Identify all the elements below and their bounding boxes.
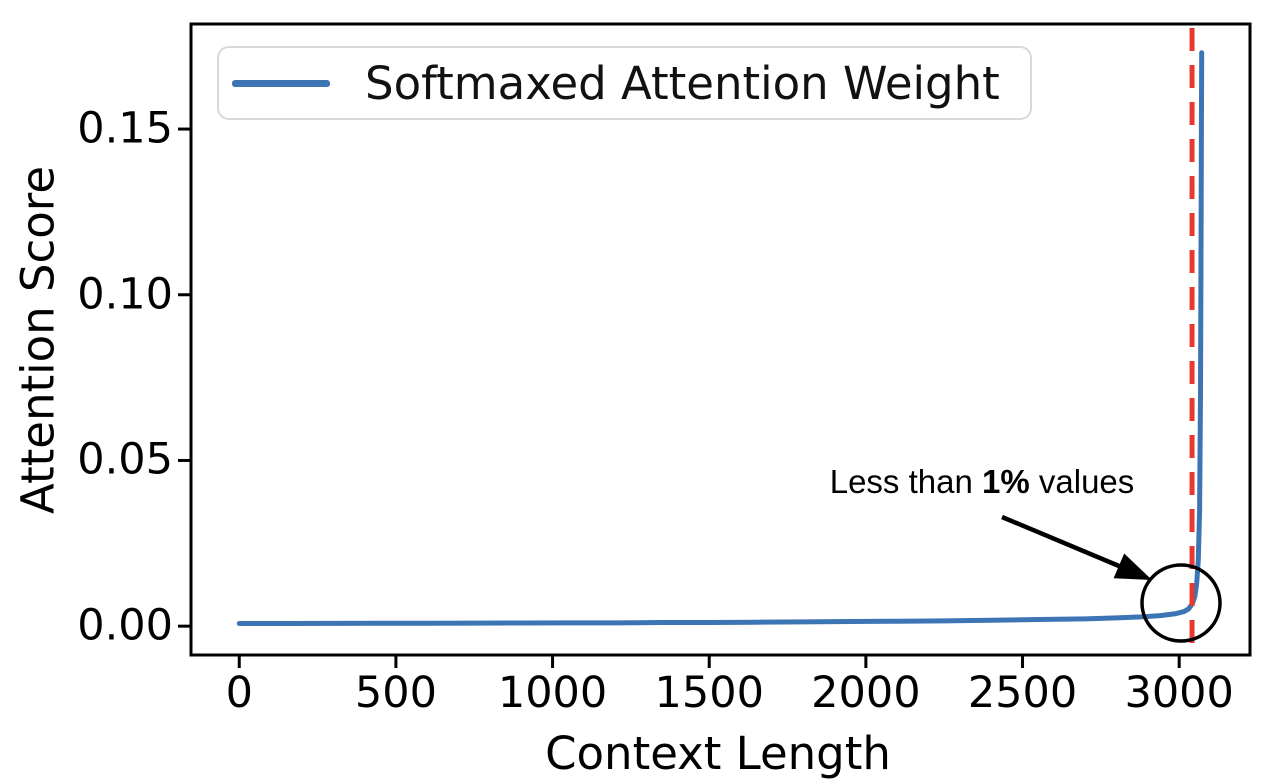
annotation-bold-value: 1% (982, 463, 1030, 500)
y-tick-label: 0.00 (77, 600, 173, 651)
x-tick-label: 2000 (811, 668, 921, 718)
x-tick-label: 3000 (1124, 668, 1234, 718)
x-tick-label: 500 (354, 668, 437, 718)
x-axis-title: Context Length (545, 727, 891, 780)
y-axis-title: Attention Score (11, 165, 65, 515)
legend: Softmaxed Attention Weight (217, 46, 1032, 120)
legend-label: Softmaxed Attention Weight (365, 56, 1000, 110)
annotation-circle (1140, 563, 1222, 643)
y-tick-label: 0.05 (77, 434, 173, 485)
y-tick-label: 0.15 (77, 103, 173, 154)
annotation-suffix: values (1029, 463, 1135, 500)
annotation-prefix: Less than (829, 463, 983, 500)
annotation-arrow-head (1113, 553, 1152, 580)
x-tick-label: 0 (225, 668, 253, 718)
x-tick-label: 2500 (967, 668, 1078, 718)
annotation-text: Less than 1% values (829, 463, 1135, 500)
axes-spines (189, 22, 1252, 657)
x-tick-label: 1000 (497, 668, 608, 718)
y-tick-label: 0.10 (77, 269, 173, 320)
legend-line-swatch (232, 79, 330, 87)
series-line (236, 50, 1205, 626)
annotation-arrow-shaft (1001, 514, 1120, 569)
x-tick-label: 1500 (654, 668, 764, 718)
